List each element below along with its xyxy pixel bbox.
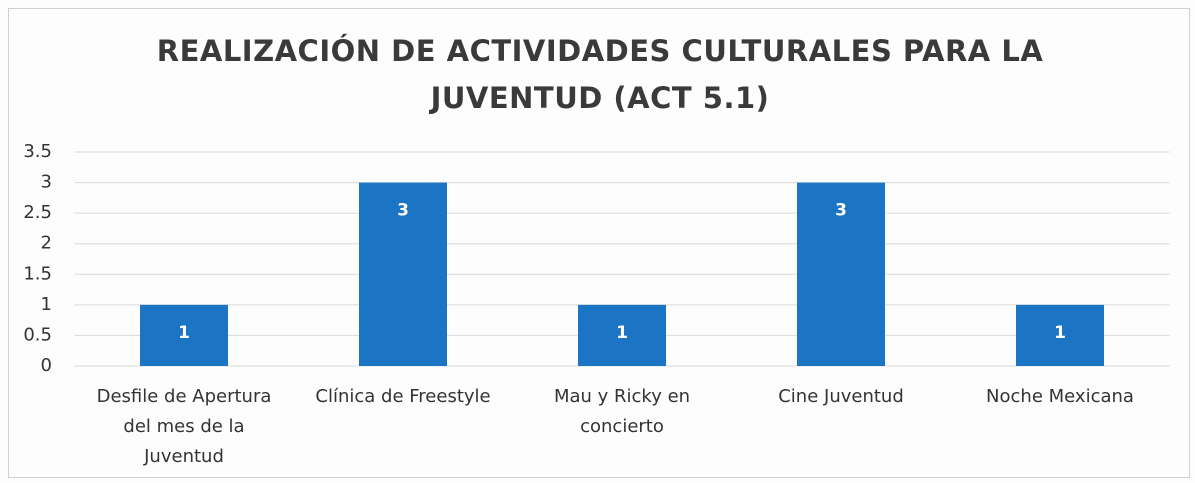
y-tick-label: 2 [41, 233, 52, 254]
x-tick-label: Clínica de Freestyle [315, 386, 491, 407]
y-tick-label: 3 [41, 172, 52, 193]
chart-frame [8, 8, 1190, 478]
bar [359, 182, 447, 366]
data-label: 1 [1054, 323, 1066, 343]
data-label: 3 [835, 201, 847, 221]
y-tick-label: 1 [41, 294, 52, 315]
chart-title: REALIZACIÓN DE ACTIVIDADES CULTURALES PA… [156, 34, 1044, 115]
bar [1016, 304, 1104, 366]
x-tick-label: Cine Juventud [778, 386, 904, 407]
y-tick-label: 0 [41, 355, 52, 376]
data-label: 3 [397, 201, 409, 221]
y-tick-label: 2.5 [23, 202, 52, 223]
data-label: 1 [178, 323, 190, 343]
x-tick-label: Desfile de Apertura del mes de la Juvent… [96, 386, 272, 467]
x-tick-label: Mau y Ricky en concierto [553, 386, 691, 437]
bar [578, 304, 666, 366]
y-tick-label: 1.5 [23, 263, 52, 284]
bar [797, 182, 885, 366]
y-tick-label: 3.5 [23, 141, 52, 162]
y-tick-label: 0.5 [23, 324, 52, 345]
bar [140, 304, 228, 366]
x-tick-label: Noche Mexicana [986, 386, 1134, 407]
data-label: 1 [616, 323, 628, 343]
